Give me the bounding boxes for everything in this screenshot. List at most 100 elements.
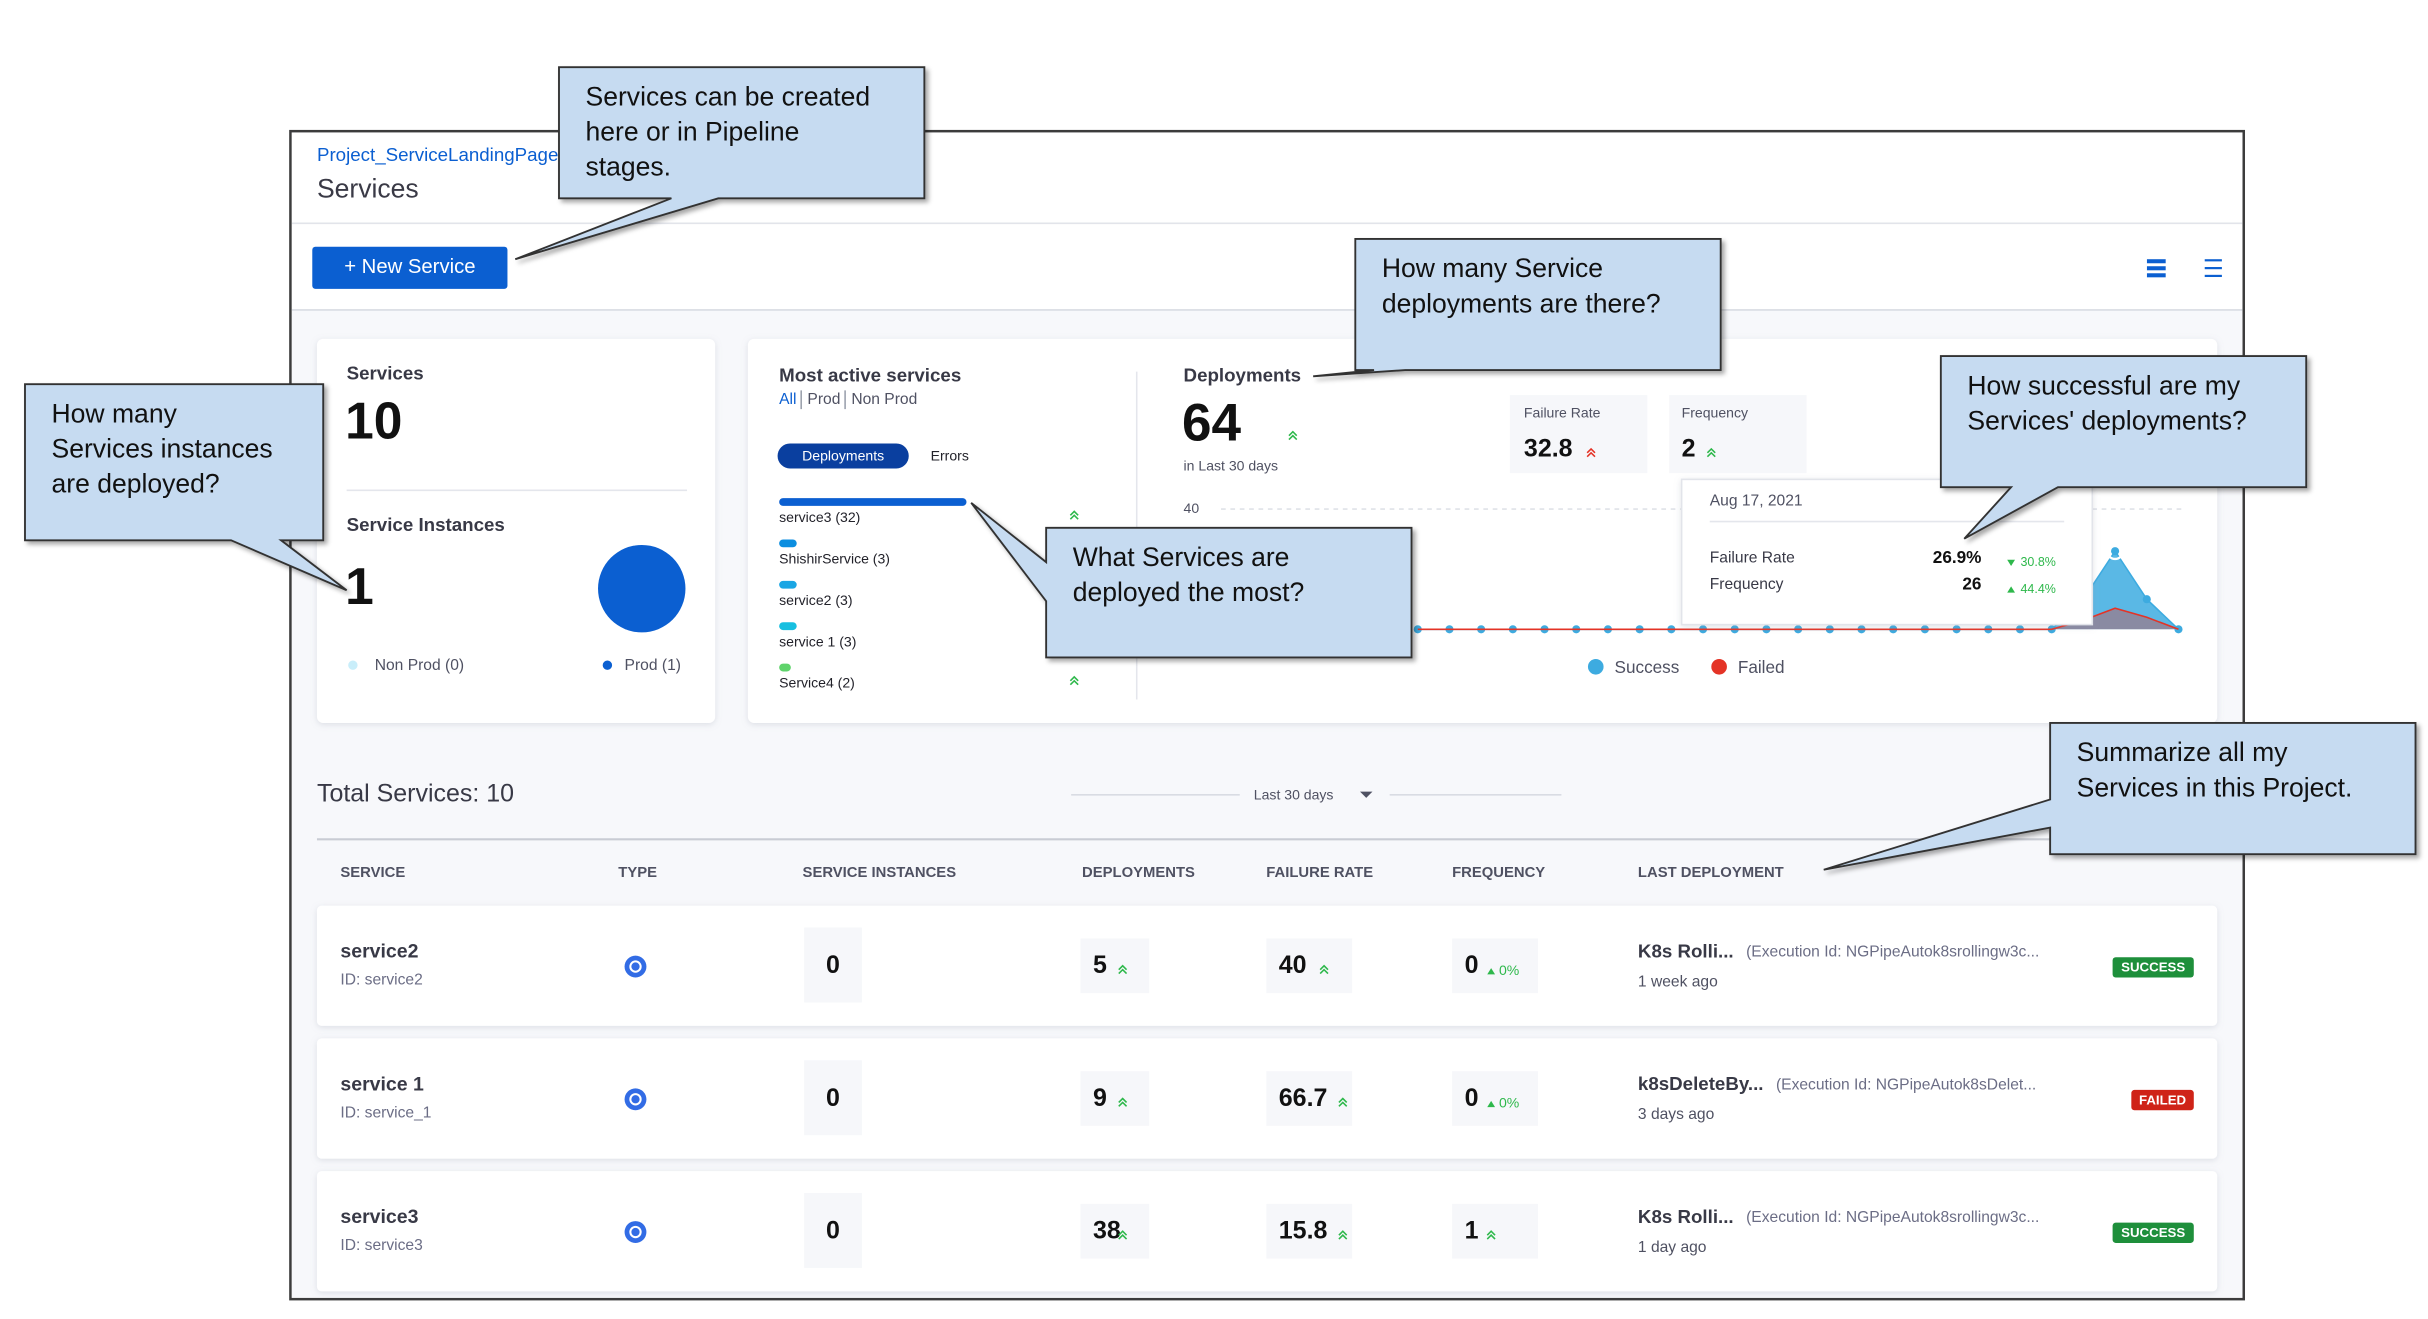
- column-header: DEPLOYMENTS: [1082, 865, 1195, 881]
- callout-text: stages.: [586, 152, 672, 182]
- deployment-time: 3 days ago: [1638, 1106, 1715, 1123]
- list-view-toggle[interactable]: [2204, 259, 2222, 278]
- icon-bar: [2204, 259, 2222, 262]
- tooltip-change: 30.8%: [2020, 555, 2055, 569]
- breadcrumb: Project_ServiceLandingPage: [317, 144, 558, 166]
- frequency-change: 0%: [1499, 1095, 1519, 1111]
- service-row[interactable]: service3 ID: service3 0 38 15.8 1 K8s Rolli...…: [316, 1171, 2218, 1292]
- up-triangle-icon: [1487, 1100, 1496, 1108]
- metric-value: 32.8: [1524, 434, 1573, 462]
- callout-bubble: [24, 383, 348, 592]
- callout: What Services are deployed the most?: [970, 502, 1413, 659]
- instances-value: 0: [826, 1084, 840, 1112]
- deployments-value: 9: [1093, 1084, 1107, 1112]
- up-chevron-icon: [1118, 1101, 1128, 1107]
- callout-text: Services instances: [52, 434, 273, 464]
- callout-bubble: [514, 66, 926, 261]
- metric-label: Failure Rate: [1524, 405, 1601, 421]
- failure-rate-value: 40: [1279, 951, 1307, 979]
- button-background: [312, 246, 508, 289]
- series-area: [1417, 608, 2179, 630]
- tooltip-change: 44.4%: [2020, 582, 2055, 596]
- up-chevron-icon: [1586, 451, 1596, 458]
- execution-id: (Execution Id: NGPipeAutok8sDelet...: [1776, 1076, 2036, 1093]
- legend-label: Failed: [1738, 657, 1785, 677]
- filter-tab[interactable]: All: [779, 391, 796, 408]
- service-row[interactable]: service2 ID: service2 0 5 40 0 0% K8s Rolli... (…: [316, 905, 2218, 1026]
- series-area: [1417, 551, 2179, 630]
- value-box: [1452, 1071, 1538, 1126]
- frequency-value: 0: [1465, 1084, 1479, 1112]
- bar-label: service3 (32): [779, 509, 860, 525]
- callout: How many Service deployments are there?: [1313, 237, 1722, 378]
- service-row[interactable]: service 1 ID: service_1 0 9 66.7 0 0% k8sDelete…: [316, 1038, 2218, 1159]
- page-title: Services: [317, 174, 419, 204]
- deployments-value: 5: [1093, 951, 1107, 979]
- services-count: 10: [345, 391, 402, 449]
- service-name: service2: [340, 941, 418, 963]
- value-box: [1266, 938, 1353, 994]
- legend-dot: [602, 660, 613, 670]
- up-chevron-icon: [1069, 675, 1079, 682]
- up-chevron-icon: [1338, 1101, 1348, 1107]
- callout-text: are deployed?: [52, 469, 220, 499]
- column-header: TYPE: [618, 865, 657, 881]
- service-id: ID: service2: [340, 972, 422, 989]
- up-chevron-icon: [1118, 1234, 1128, 1240]
- legend-label: Success: [1615, 657, 1680, 677]
- up-chevron-icon: [1486, 1234, 1496, 1240]
- pie-slice: [598, 544, 686, 633]
- up-chevron-icon: [1338, 1097, 1348, 1103]
- active-tab-pill: [777, 443, 909, 469]
- callout: How successful are my Services' deploymen…: [1939, 355, 2308, 540]
- up-chevron-icon: [1118, 968, 1128, 975]
- value-box: [1266, 1071, 1353, 1126]
- instances-count: 1: [345, 557, 374, 615]
- execution-id: (Execution Id: NGPipeAutok8srollingw3c..…: [1746, 944, 2039, 961]
- period-label: in Last 30 days: [1184, 458, 1278, 474]
- callout-text: How successful are my: [1967, 370, 2240, 400]
- value-box: [1080, 1203, 1150, 1259]
- column-header: SERVICE INSTANCES: [803, 865, 957, 881]
- value-box: [1080, 1071, 1150, 1126]
- period-dropdown[interactable]: Last 30 days: [1254, 786, 1334, 802]
- frequency-change: 0%: [1499, 962, 1519, 978]
- kubernetes-icon: [624, 1221, 647, 1243]
- kubernetes-icon: [624, 1088, 647, 1111]
- bar-label: service2 (3): [779, 592, 852, 608]
- bar-label: Service4 (2): [779, 675, 855, 691]
- filter-tab[interactable]: Prod: [807, 391, 840, 408]
- instances-label: Service Instances: [347, 514, 505, 535]
- failure-rate-value: 15.8: [1279, 1217, 1328, 1245]
- filter-tab[interactable]: Non Prod: [851, 391, 917, 408]
- frequency-value: 1: [1465, 1217, 1479, 1245]
- metric-tab[interactable]: Deployments: [802, 447, 884, 463]
- callout-text: How many: [52, 398, 178, 428]
- metric-tab[interactable]: Errors: [931, 447, 969, 463]
- callout: Services can be created here or in Pipeli…: [514, 66, 926, 261]
- up-chevron-icon: [1706, 451, 1716, 458]
- up-chevron-icon: [1288, 430, 1298, 437]
- legend-label: Non Prod (0): [375, 657, 464, 674]
- new-service-button[interactable]: + New Service: [312, 246, 508, 289]
- metric-label: Frequency: [1682, 405, 1748, 421]
- hover-point: [2106, 542, 2125, 561]
- deployment-time: 1 day ago: [1638, 1239, 1707, 1256]
- deployments-value: 38: [1093, 1217, 1121, 1245]
- summary-card: [316, 338, 716, 723]
- bar-label: ShishirService (3): [779, 551, 890, 567]
- up-chevron-icon: [1069, 514, 1079, 520]
- bar-label: service 1 (3): [779, 633, 856, 649]
- legend-dot: [1587, 658, 1604, 675]
- callout: How many Services instances are deployed?: [24, 383, 348, 592]
- y-tick-label: 40: [1184, 500, 1200, 516]
- data-point: [2111, 547, 2120, 556]
- column-header: FREQUENCY: [1452, 865, 1545, 881]
- column-header: FAILURE RATE: [1266, 865, 1373, 881]
- callout-text: Services can be created: [586, 81, 871, 111]
- execution-id: (Execution Id: NGPipeAutok8srollingw3c..…: [1746, 1209, 2039, 1226]
- grid-view-toggle[interactable]: [2146, 259, 2166, 278]
- last-deployment: K8s Rolli...: [1638, 1206, 1734, 1227]
